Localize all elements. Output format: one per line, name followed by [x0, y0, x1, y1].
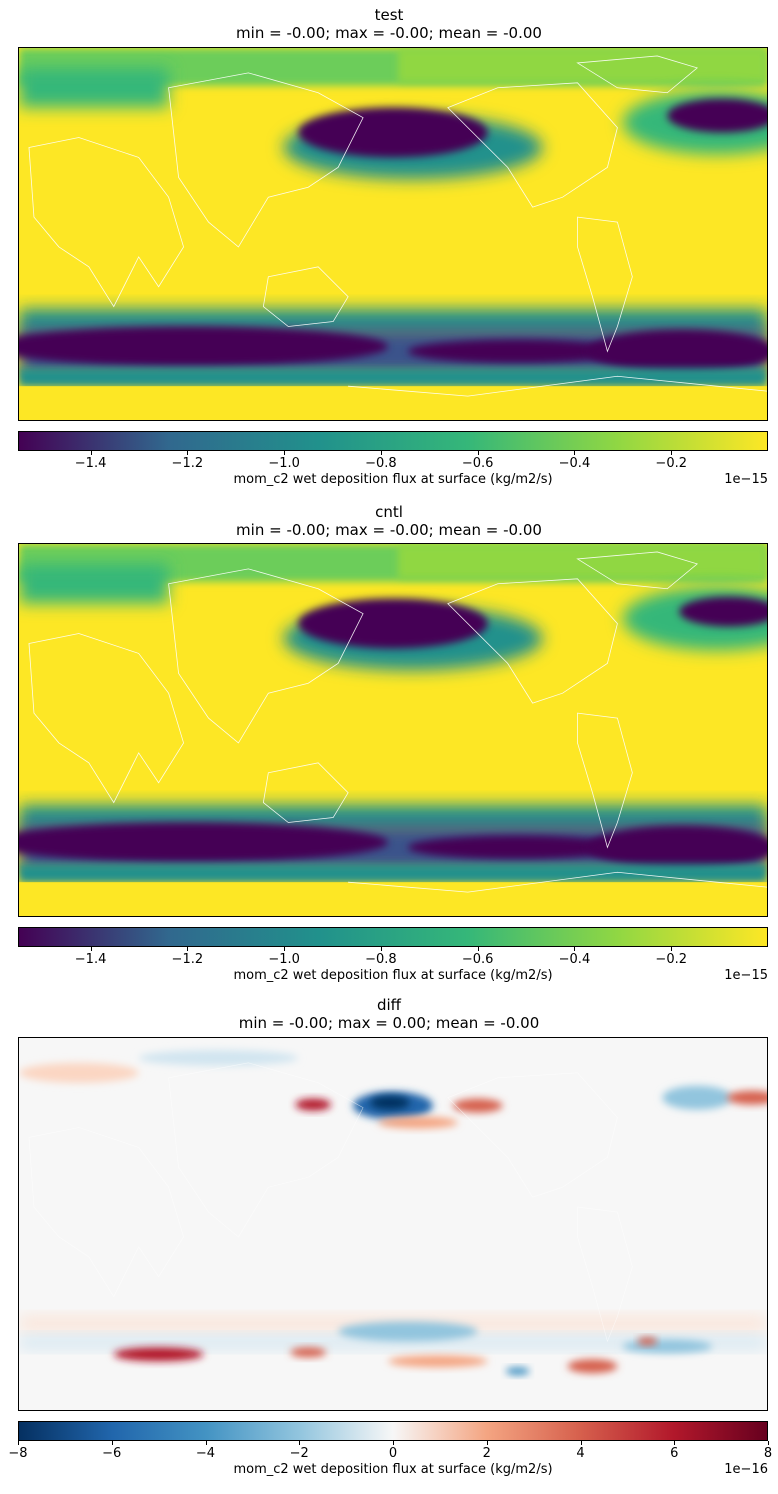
colorbar-tick-mark [477, 451, 479, 455]
colorbar-tick-label: 2 [482, 1446, 491, 1461]
colorbar-tick-label: −0.6 [461, 952, 494, 967]
colorbar-diff [18, 1421, 768, 1441]
colorbar-tick-mark [671, 947, 673, 951]
colorbar-tick-mark [18, 1441, 19, 1445]
colorbar-tick-mark [90, 947, 92, 951]
colorbar-tick-label: −0.8 [365, 952, 397, 967]
colorbar-tick-mark [284, 947, 286, 951]
colorbar-label: mom_c2 wet deposition flux at surface (k… [233, 968, 553, 983]
colorbar-tick-mark [768, 1441, 769, 1445]
colorbar-tick-mark [284, 451, 286, 455]
colorbar-tick-label: −1.4 [74, 456, 107, 471]
colorbar-tick-mark [187, 947, 189, 951]
colorbar-exponent: 1e−16 [724, 1462, 768, 1477]
colorbar-tick-mark [486, 1441, 488, 1445]
colorbar-tick-label: −0.6 [461, 456, 494, 471]
colorbar-tick-label: −0.8 [365, 456, 397, 471]
colorbar-tick-mark [205, 1441, 207, 1445]
colorbar-tick-mark [574, 451, 576, 455]
colorbar-label: mom_c2 wet deposition flux at surface (k… [233, 1462, 553, 1477]
panel-subtitle: min = -0.00; max = -0.00; mean = -0.00 [236, 24, 542, 42]
panel-title: cntl [375, 503, 403, 521]
colorbar-cntl [18, 927, 768, 947]
colorbar-label: mom_c2 wet deposition flux at surface (k… [233, 472, 553, 487]
colorbar-tick-mark [574, 947, 576, 951]
heatmap-test [19, 48, 767, 420]
colorbar-tick-label: −1.0 [268, 456, 300, 471]
colorbar-tick-mark [580, 1441, 582, 1445]
colorbar-tick-mark [671, 451, 673, 455]
colorbar-tick-label: 0 [388, 1446, 398, 1461]
map-test [18, 47, 768, 421]
panel-subtitle: min = -0.00; max = 0.00; mean = -0.00 [238, 1014, 540, 1032]
colorbar-tick-label: 8 [763, 1446, 773, 1461]
map-cntl [18, 543, 768, 917]
colorbar-tick-label: 4 [576, 1446, 585, 1461]
colorbar-tick-label: −1.2 [171, 952, 204, 967]
colorbar-tick-label: −4 [195, 1446, 216, 1461]
colorbar-tick-label: −1.2 [171, 456, 204, 471]
colorbar-tick-label: −6 [102, 1446, 122, 1461]
colorbar-tick-label: −1.0 [268, 952, 300, 967]
colorbar-test [18, 431, 768, 451]
panel-subtitle: min = -0.00; max = -0.00; mean = -0.00 [236, 521, 542, 539]
colorbar-tick-label: −8 [8, 1446, 28, 1461]
colorbar-tick-mark [111, 1441, 113, 1445]
colorbar-tick-label: −0.2 [655, 456, 688, 471]
colorbar-tick-label: −0.4 [558, 952, 591, 967]
colorbar-tick-label: −1.4 [74, 952, 107, 967]
map-diff [18, 1037, 768, 1411]
colorbar-tick-mark [477, 947, 479, 951]
colorbar-tick-mark [380, 451, 382, 455]
colorbar-exponent: 1e−15 [724, 472, 768, 487]
colorbar-tick-label: −0.2 [655, 952, 688, 967]
colorbar-tick-mark [380, 947, 382, 951]
colorbar-exponent: 1e−15 [724, 968, 768, 983]
heatmap-diff [19, 1038, 767, 1410]
colorbar-tick-mark [674, 1441, 676, 1445]
colorbar-tick-mark [90, 451, 92, 455]
colorbar-tick-label: 6 [670, 1446, 679, 1461]
colorbar-tick-mark [299, 1441, 301, 1445]
colorbar-tick-label: −2 [289, 1446, 309, 1461]
panel-title: diff [376, 996, 402, 1014]
heatmap-cntl [19, 544, 767, 916]
panel-title: test [374, 6, 404, 24]
colorbar-tick-label: −0.4 [558, 456, 591, 471]
colorbar-tick-mark [393, 1441, 394, 1445]
colorbar-tick-mark [187, 451, 189, 455]
